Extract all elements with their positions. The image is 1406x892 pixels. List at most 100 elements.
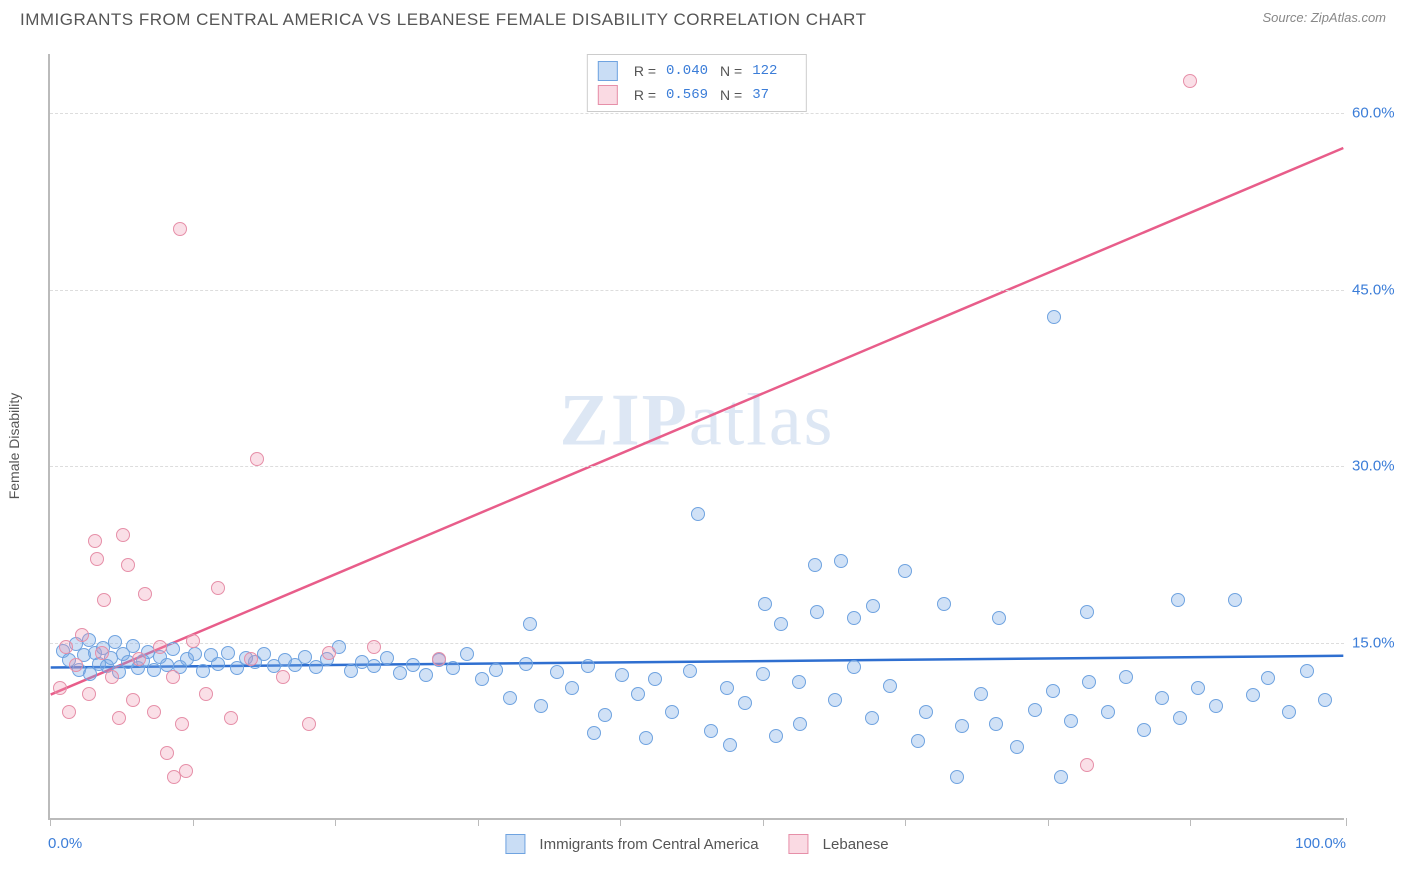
data-point xyxy=(989,717,1003,731)
data-point xyxy=(598,708,612,722)
chart-plot-area: ZIPatlas R = 0.040 N = 122 R = 0.569 N =… xyxy=(48,54,1344,820)
data-point xyxy=(1064,714,1078,728)
data-point xyxy=(88,534,102,548)
data-point xyxy=(1318,693,1332,707)
data-point xyxy=(1282,705,1296,719)
data-point xyxy=(97,593,111,607)
data-point xyxy=(769,729,783,743)
data-point xyxy=(565,681,579,695)
data-point xyxy=(955,719,969,733)
data-point xyxy=(380,651,394,665)
data-point xyxy=(1300,664,1314,678)
data-point xyxy=(112,711,126,725)
swatch-series-b xyxy=(789,834,809,854)
n-value-a: 122 xyxy=(752,63,796,79)
watermark: ZIPatlas xyxy=(560,378,835,463)
data-point xyxy=(211,581,225,595)
chart-title: IMMIGRANTS FROM CENTRAL AMERICA VS LEBAN… xyxy=(20,10,867,30)
y-tick-label: 45.0% xyxy=(1352,281,1406,298)
data-point xyxy=(723,738,737,752)
data-point xyxy=(615,668,629,682)
gridline xyxy=(50,466,1344,467)
data-point xyxy=(82,687,96,701)
y-tick-label: 60.0% xyxy=(1352,104,1406,121)
data-point xyxy=(639,731,653,745)
data-point xyxy=(1047,310,1061,324)
data-point xyxy=(126,693,140,707)
x-tick xyxy=(905,818,906,826)
data-point xyxy=(1010,740,1024,754)
data-point xyxy=(1183,74,1197,88)
x-tick xyxy=(50,818,51,826)
data-point xyxy=(792,675,806,689)
data-point xyxy=(1137,723,1151,737)
data-point xyxy=(322,646,336,660)
r-value-b: 0.569 xyxy=(666,87,710,103)
y-tick-label: 30.0% xyxy=(1352,458,1406,475)
data-point xyxy=(691,507,705,521)
data-point xyxy=(1028,703,1042,717)
data-point xyxy=(866,599,880,613)
legend-item-b: Lebanese xyxy=(789,834,889,854)
data-point xyxy=(186,634,200,648)
data-point xyxy=(828,693,842,707)
x-tick xyxy=(1190,818,1191,826)
data-point xyxy=(911,734,925,748)
data-point xyxy=(105,670,119,684)
data-point xyxy=(224,711,238,725)
data-point xyxy=(720,681,734,695)
data-point xyxy=(406,658,420,672)
data-point xyxy=(1046,684,1060,698)
data-point xyxy=(665,705,679,719)
data-point xyxy=(460,647,474,661)
data-point xyxy=(847,611,861,625)
data-point xyxy=(758,597,772,611)
data-point xyxy=(116,528,130,542)
data-point xyxy=(221,646,235,660)
legend-item-a: Immigrants from Central America xyxy=(505,834,758,854)
data-point xyxy=(250,452,264,466)
swatch-series-a xyxy=(505,834,525,854)
data-point xyxy=(126,639,140,653)
data-point xyxy=(393,666,407,680)
data-point xyxy=(62,705,76,719)
data-point xyxy=(1054,770,1068,784)
data-point xyxy=(153,640,167,654)
data-point xyxy=(631,687,645,701)
x-tick xyxy=(763,818,764,826)
data-point xyxy=(59,640,73,654)
data-point xyxy=(432,652,446,666)
data-point xyxy=(883,679,897,693)
data-point xyxy=(166,642,180,656)
trend-lines xyxy=(50,54,1344,818)
stats-legend: R = 0.040 N = 122 R = 0.569 N = 37 xyxy=(587,54,807,112)
data-point xyxy=(950,770,964,784)
data-point xyxy=(992,611,1006,625)
data-point xyxy=(774,617,788,631)
x-tick xyxy=(620,818,621,826)
data-point xyxy=(1191,681,1205,695)
data-point xyxy=(1080,605,1094,619)
data-point xyxy=(75,628,89,642)
data-point xyxy=(704,724,718,738)
data-point xyxy=(475,672,489,686)
data-point xyxy=(1082,675,1096,689)
data-point xyxy=(865,711,879,725)
data-point xyxy=(69,658,83,672)
data-point xyxy=(175,717,189,731)
x-tick xyxy=(1346,818,1347,826)
data-point xyxy=(147,663,161,677)
data-point xyxy=(489,663,503,677)
data-point xyxy=(1228,593,1242,607)
data-point xyxy=(523,617,537,631)
x-tick xyxy=(478,818,479,826)
data-point xyxy=(302,717,316,731)
data-point xyxy=(974,687,988,701)
data-point xyxy=(581,659,595,673)
data-point xyxy=(810,605,824,619)
data-point xyxy=(738,696,752,710)
data-point xyxy=(519,657,533,671)
data-point xyxy=(199,687,213,701)
data-point xyxy=(188,647,202,661)
data-point xyxy=(147,705,161,719)
